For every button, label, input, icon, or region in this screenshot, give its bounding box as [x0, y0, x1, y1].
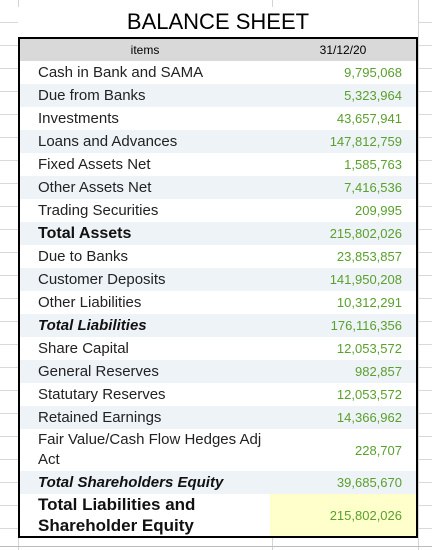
table-row-total-liabilities: Total Liabilities 176,116,356	[20, 314, 416, 337]
row-label[interactable]: Total Liabilities and Shareholder Equity	[38, 495, 196, 535]
row-label[interactable]: General Reserves	[38, 363, 159, 380]
table-row: Share Capital 12,053,572	[20, 337, 416, 360]
row-value[interactable]: 39,685,670	[336, 475, 402, 490]
table-row: Other Liabilities 10,312,291	[20, 291, 416, 314]
row-value[interactable]: 12,053,572	[336, 341, 402, 356]
row-label[interactable]: Total Shareholders Equity	[38, 474, 224, 491]
row-value[interactable]: 147,812,759	[329, 134, 402, 149]
row-value[interactable]: 43,657,941	[336, 111, 402, 126]
sheet-title: BALANCE SHEET	[18, 7, 418, 37]
table-row-grand-total: Total Liabilities and Shareholder Equity…	[20, 494, 416, 536]
row-value[interactable]: 215,802,026	[270, 494, 416, 536]
table-row-total-assets: Total Assets 215,802,026	[20, 222, 416, 245]
row-value[interactable]: 7,416,536	[344, 180, 402, 195]
table-row: Other Assets Net 7,416,536	[20, 176, 416, 199]
row-value[interactable]: 23,853,857	[336, 249, 402, 264]
row-value[interactable]: 176,116,356	[330, 318, 402, 333]
row-label[interactable]: Total Liabilities	[38, 317, 147, 334]
grid-bottom-line	[0, 546, 432, 547]
row-label[interactable]: Cash in Bank and SAMA	[38, 64, 204, 81]
table-row-total-equity: Total Shareholders Equity 39,685,670	[20, 471, 416, 494]
row-label[interactable]: Fixed Assets Net	[38, 156, 151, 173]
row-value[interactable]: 9,795,068	[344, 65, 402, 80]
row-label[interactable]: Retained Earnings	[38, 409, 162, 426]
table-row: Customer Deposits 141,950,208	[20, 268, 416, 291]
table-row: General Reserves 982,857	[20, 360, 416, 383]
row-label[interactable]: Share Capital	[38, 340, 129, 357]
table-row: Statutary Reserves 12,053,572	[20, 383, 416, 406]
balance-sheet-table: items 31/12/20 Cash in Bank and SAMA 9,7…	[18, 37, 418, 538]
table-row: Cash in Bank and SAMA 9,795,068	[20, 61, 416, 84]
table-row: Fixed Assets Net 1,585,763	[20, 153, 416, 176]
header-date[interactable]: 31/12/20	[319, 43, 367, 57]
row-value[interactable]: 228,707	[355, 442, 402, 458]
row-label[interactable]: Loans and Advances	[38, 133, 178, 150]
row-label[interactable]: Other Assets Net	[38, 179, 152, 196]
table-row: Retained Earnings 14,366,962	[20, 406, 416, 429]
row-label[interactable]: Due to Banks	[38, 248, 129, 265]
table-row: Fair Value/Cash Flow Hedges Adj Act 228,…	[20, 429, 416, 471]
header-items[interactable]: items	[130, 43, 160, 57]
row-label[interactable]: Total Assets	[38, 224, 132, 242]
row-value[interactable]: 1,585,763	[344, 157, 402, 172]
table-row: Loans and Advances 147,812,759	[20, 130, 416, 153]
row-value[interactable]: 14,366,962	[336, 410, 402, 425]
row-value[interactable]: 5,323,964	[344, 88, 402, 103]
table-row: Due to Banks 23,853,857	[20, 245, 416, 268]
table-row: Due from Banks 5,323,964	[20, 84, 416, 107]
row-label[interactable]: Other Liabilities	[38, 294, 142, 311]
row-label[interactable]: Fair Value/Cash Flow Hedges Adj Act	[38, 431, 262, 468]
row-label[interactable]: Investments	[38, 110, 119, 127]
row-value[interactable]: 141,950,208	[329, 272, 402, 287]
row-label[interactable]: Due from Banks	[38, 87, 146, 104]
row-label[interactable]: Statutary Reserves	[38, 386, 166, 403]
header-row: items 31/12/20	[20, 39, 416, 61]
row-label[interactable]: Trading Securities	[38, 202, 159, 219]
row-label[interactable]: Customer Deposits	[38, 271, 166, 288]
table-row: Trading Securities 209,995	[20, 199, 416, 222]
row-value[interactable]: 215,802,026	[329, 226, 402, 241]
row-value[interactable]: 209,995	[355, 203, 402, 218]
row-value[interactable]: 10,312,291	[336, 295, 402, 310]
row-value[interactable]: 12,053,572	[336, 387, 402, 402]
table-row: Investments 43,657,941	[20, 107, 416, 130]
row-value[interactable]: 982,857	[355, 364, 402, 379]
